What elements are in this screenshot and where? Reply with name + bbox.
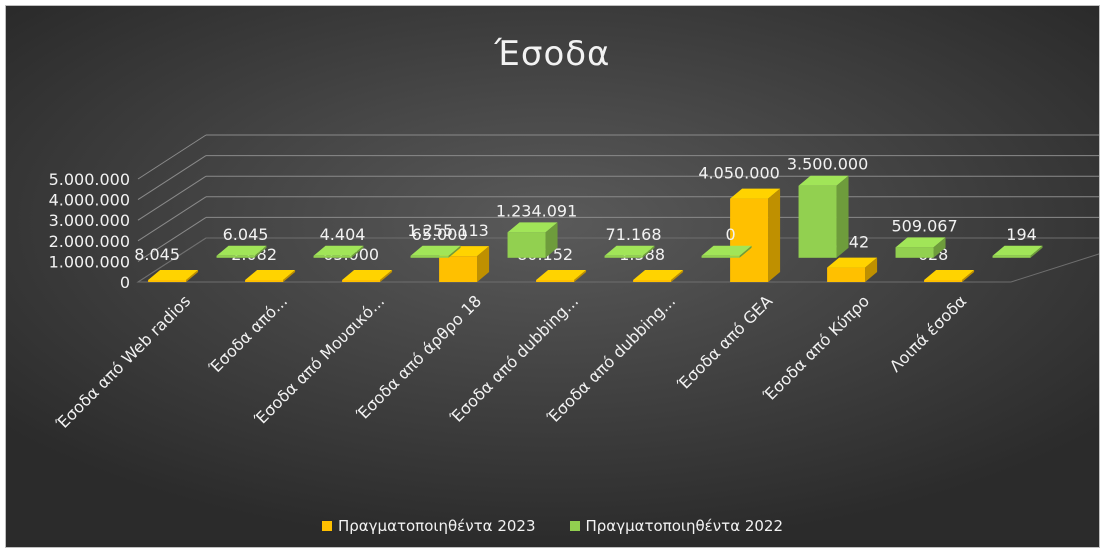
bar-side-0 bbox=[865, 257, 878, 282]
gridline-side bbox=[137, 196, 207, 242]
bar-top-1 bbox=[410, 245, 461, 256]
legend-item-2022: Πραγματοποιηθέντα 2022 bbox=[569, 517, 784, 535]
bar-0 bbox=[342, 280, 381, 282]
bar-top-0 bbox=[342, 270, 393, 280]
gridline-side bbox=[137, 216, 207, 262]
gridline-side bbox=[137, 134, 207, 180]
data-label: 4.404 bbox=[320, 225, 366, 244]
legend-swatch-2022 bbox=[569, 521, 580, 531]
bar-0 bbox=[924, 280, 963, 282]
bar-1 bbox=[313, 255, 352, 258]
bar-side-0 bbox=[962, 270, 975, 282]
bar-side-1 bbox=[448, 245, 461, 258]
bar-0 bbox=[245, 280, 284, 282]
y-tick-label: 3.000.000 bbox=[49, 211, 130, 230]
chart-title: Έσοδα bbox=[494, 34, 611, 74]
bar-1 bbox=[895, 247, 934, 258]
chart-frame: Έσοδα 0 1.000.000 2.000.000 3.000.000 4.000.… bbox=[5, 5, 1100, 548]
bar-top-1 bbox=[701, 245, 752, 256]
bar-side-1 bbox=[1030, 245, 1043, 258]
data-label: 71.168 bbox=[606, 225, 662, 244]
bar-side-1 bbox=[642, 245, 655, 258]
bar-1 bbox=[410, 255, 449, 258]
bar-top-0 bbox=[730, 188, 781, 199]
bar-top-0 bbox=[148, 270, 199, 280]
data-label: 1.255.113 bbox=[407, 221, 488, 240]
x-tick-label: Έσοδα από GEA bbox=[673, 291, 776, 394]
bar-top-0 bbox=[924, 270, 975, 280]
bar-1 bbox=[701, 255, 740, 258]
bar-top-1 bbox=[313, 245, 364, 256]
legend: Πραγματοποιηθέντα 2023 Πραγματοποιηθέντα… bbox=[6, 517, 1099, 535]
y-tick-label: 0 bbox=[120, 273, 130, 292]
legend-label-2023: Πραγματοποιηθέντα 2023 bbox=[337, 517, 536, 535]
bar-top-1 bbox=[798, 175, 849, 186]
bar-0 bbox=[536, 280, 575, 282]
bar-top-0 bbox=[827, 257, 878, 268]
bar-side-0 bbox=[671, 270, 684, 282]
x-tick-label: Λοιπά έσοδα bbox=[886, 291, 970, 375]
bar-side-0 bbox=[574, 270, 587, 282]
bar-top-1 bbox=[216, 245, 267, 256]
bar-side-0 bbox=[283, 270, 296, 282]
data-label: 3.500.000 bbox=[787, 155, 868, 174]
bar-0 bbox=[439, 256, 478, 282]
gridline-side bbox=[137, 155, 207, 201]
bar-top-1 bbox=[507, 222, 558, 233]
data-label: 65.000 bbox=[412, 225, 468, 244]
data-label: 8.045 bbox=[134, 245, 180, 264]
bar-top-1 bbox=[604, 245, 655, 256]
x-tick-label: Έσοδα από Web radios bbox=[52, 291, 194, 433]
y-tick-label: 4.000.000 bbox=[49, 191, 130, 210]
bar-side-1 bbox=[254, 245, 267, 258]
x-tick-label: Έσοδα από... bbox=[205, 291, 292, 378]
data-label: 1.234.091 bbox=[496, 201, 577, 220]
bar-side-0 bbox=[768, 188, 781, 282]
y-tick-label: 5.000.000 bbox=[49, 170, 130, 189]
x-tick-label: Έσοδα από Κύπρο bbox=[759, 291, 873, 405]
bar-side-1 bbox=[836, 175, 849, 258]
data-label: 0 bbox=[725, 225, 735, 244]
data-label: 509.067 bbox=[891, 216, 957, 235]
bar-top-0 bbox=[536, 270, 587, 280]
y-tick-label: 2.000.000 bbox=[49, 232, 130, 251]
bar-top-0 bbox=[633, 270, 684, 280]
bar-side-1 bbox=[933, 237, 946, 258]
bar-top-1 bbox=[992, 245, 1043, 256]
bar-side-0 bbox=[380, 270, 393, 282]
bar-0 bbox=[148, 280, 187, 282]
bar-side-1 bbox=[739, 245, 752, 258]
y-tick-label: 1.000.000 bbox=[49, 252, 130, 271]
bar-1 bbox=[992, 255, 1031, 258]
data-label: 4.050.000 bbox=[698, 164, 779, 183]
legend-label-2022: Πραγματοποιηθέντα 2022 bbox=[585, 517, 784, 535]
bar-top-1 bbox=[895, 237, 946, 248]
bar-0 bbox=[633, 280, 672, 282]
bar-1 bbox=[604, 255, 643, 258]
bar-0 bbox=[730, 198, 769, 282]
data-label: 6.045 bbox=[223, 225, 269, 244]
legend-item-2023: Πραγματοποιηθέντα 2023 bbox=[321, 517, 536, 535]
bar-1 bbox=[798, 185, 837, 258]
bar-1 bbox=[507, 232, 546, 258]
bar-1 bbox=[216, 255, 255, 258]
bar-side-0 bbox=[186, 270, 199, 282]
floor bbox=[136, 237, 1099, 283]
bar-side-0 bbox=[477, 246, 490, 282]
bar-side-1 bbox=[545, 222, 558, 258]
data-label: 194 bbox=[1006, 225, 1037, 244]
bar-top-0 bbox=[245, 270, 296, 280]
gridline-side bbox=[137, 175, 207, 221]
bar-side-1 bbox=[351, 245, 364, 258]
legend-swatch-2023 bbox=[321, 521, 332, 531]
bar-0 bbox=[827, 267, 866, 282]
